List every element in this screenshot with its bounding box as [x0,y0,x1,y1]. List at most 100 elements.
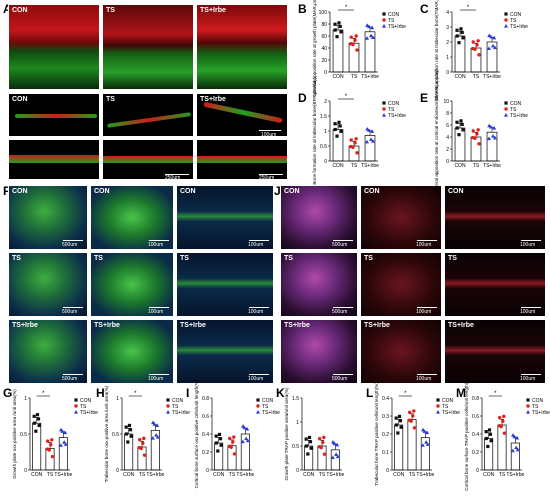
f-image-0-1: CON 100um [90,185,174,250]
data-point [334,452,339,457]
data-point [58,443,63,447]
legend-marker [382,18,386,22]
legend-label: CON [532,398,544,404]
data-point [308,440,313,444]
y-tick-label: 0.4 [382,396,389,402]
legend-marker [504,101,508,105]
data-point [322,435,326,440]
data-point [502,431,507,435]
panel-letter-a: A [3,3,12,15]
data-point [227,436,232,441]
legend-label: TS [388,107,395,113]
y-axis-label: Mineral apposition rate at trabecular bo… [434,0,439,101]
legend-label: TS [532,404,539,410]
data-point [332,441,337,446]
panel-letter-f: F [3,184,11,198]
data-point [471,40,475,44]
j-scaletext: 100um [416,242,432,248]
panel-letter-i: I [186,386,190,400]
a-scaletext-bot: 250um [165,175,181,180]
data-point [394,416,398,420]
legend-label: CON [510,101,522,107]
sig-star: * [345,5,348,11]
data-point [36,417,41,421]
legend-marker [382,107,386,111]
j-image-2-0: TS+Irbe 500um [280,319,358,384]
f-image-0-0: CON 500um [8,185,88,250]
data-point [335,35,339,39]
sig-star: * [467,5,470,11]
y-tick-label: 0.8 [472,396,479,402]
f-scalebar [249,374,269,375]
data-point [461,36,465,40]
bar [510,442,520,471]
y-tick-label: 2 [446,40,449,46]
data-point [492,125,497,130]
panel-letter-b: B [298,2,307,16]
a-label-tsirbe-mid: TS+Irbe [200,96,226,103]
y-axis-label: Growth plate TRAP positive area/unit are… [284,387,289,480]
data-point [50,438,54,442]
bar [332,129,344,162]
data-point [245,438,250,443]
legend-marker [256,410,260,414]
data-point [333,122,337,126]
x-tick-label: CON [213,472,225,478]
data-point [137,437,142,442]
bar [124,433,134,471]
data-point [349,144,353,149]
data-point [245,426,250,431]
f-image-1-2: TS 100um [176,252,274,317]
legend-label: TS+Irbe [262,410,280,416]
f-image-1-0: TS 500um [8,252,88,317]
x-tick-label: TS [473,74,480,80]
legend-marker [74,410,78,414]
panel-letter-e: E [420,91,429,105]
data-point [45,447,50,451]
bar [454,127,466,162]
j-image-0-1: CON 100um [360,185,442,250]
legend-label: CON [262,398,274,404]
data-point [425,442,430,446]
a-image-tsirbe-mid: TS+Irbe 100um [196,93,288,137]
j-scalebar [521,374,541,375]
data-point [455,120,459,124]
data-point [129,434,133,438]
data-point [487,46,492,50]
data-point [412,426,417,430]
bar [227,445,237,471]
x-tick-label: TS [351,74,358,80]
j-scaletext: 500um [332,242,348,248]
y-axis-label: Trabecular bone osx positive area /unit … [104,385,109,482]
x-tick-label: TS [409,472,416,478]
data-point [34,429,38,433]
x-tick-label: CON [393,472,405,478]
data-point [457,41,461,45]
j-scaletext: 100um [416,309,432,315]
data-point [339,129,343,133]
y-tick-label: 10 [443,99,449,105]
data-point [407,410,412,415]
a-image-ts-bot: 250um [102,139,194,180]
f-scalebar [149,240,169,241]
data-point [335,134,339,138]
j-scalebar [417,307,437,308]
data-point [487,136,492,141]
y-tick-label: 0 [324,70,327,76]
data-point [37,423,41,428]
j-scaletext: 100um [520,376,536,382]
y-tick-label: 20 [321,58,327,64]
data-point [232,435,236,439]
data-point [349,138,353,142]
y-tick-label: 60 [321,34,327,40]
data-point [471,135,475,140]
legend-label: CON [510,12,522,18]
f-scalebar [149,307,169,308]
data-point [492,45,497,50]
data-point [475,132,479,136]
data-point [307,435,312,440]
x-tick-label: TS [47,472,54,478]
legend-label: TS+Irbe [80,410,98,416]
legend-marker [436,398,440,402]
data-point [459,27,463,31]
